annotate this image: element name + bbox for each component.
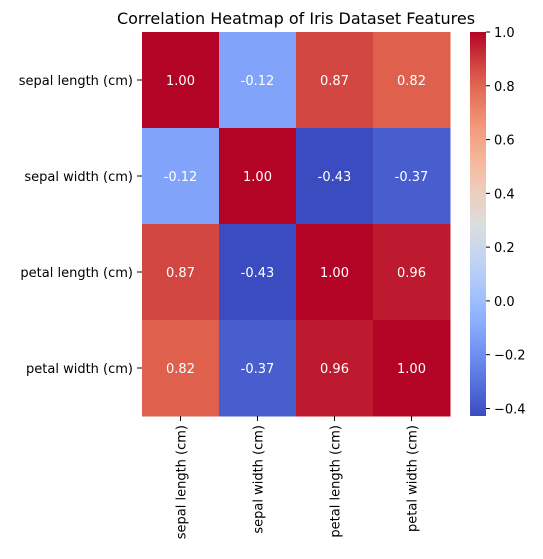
cell-value-label: 0.82: [166, 362, 195, 377]
colorbar-tick-label: 0.2: [494, 241, 515, 256]
chart-title: Correlation Heatmap of Iris Dataset Feat…: [117, 9, 475, 28]
heatmap-cells: 1.00 -0.12 0.87 0.82 -0.12 1.00 -0.43 -0.37 0.87…: [142, 32, 451, 417]
heatmap-cell: [142, 320, 220, 417]
colorbar: 1.0 0.8 0.6 0.4 0.2 0.0 −0.2 −0.4: [470, 26, 526, 417]
heatmap-cell: [219, 32, 297, 129]
cell-value-label: -0.12: [164, 170, 198, 185]
colorbar-tick-label: −0.4: [494, 402, 526, 417]
colorbar-tick-label: 1.0: [494, 26, 515, 41]
column-label: sepal width (cm): [252, 425, 267, 534]
cell-value-label: -0.37: [241, 362, 275, 377]
heatmap-cell: [373, 32, 451, 129]
heatmap-cell: [373, 320, 451, 417]
column-labels: sepal length (cm) sepal width (cm) petal l…: [175, 416, 421, 539]
heatmap-cell: [373, 128, 451, 225]
cell-value-label: 0.87: [320, 74, 349, 89]
row-label: petal length (cm): [20, 266, 133, 281]
colorbar-tick-label: 0.4: [494, 187, 515, 202]
cell-value-label: 1.00: [397, 362, 426, 377]
cell-value-label: -0.12: [241, 74, 275, 89]
row-label: petal width (cm): [26, 362, 133, 377]
column-label: petal length (cm): [329, 425, 344, 538]
heatmap-cell: [142, 224, 220, 321]
cell-value-label: -0.43: [241, 266, 275, 281]
cell-value-label: 1.00: [243, 170, 272, 185]
colorbar-tick-label: 0.8: [494, 80, 515, 95]
heatmap-cell: [296, 224, 374, 321]
heatmap-cell: [219, 128, 297, 225]
cell-value-label: -0.37: [395, 170, 429, 185]
cell-value-label: 0.87: [166, 266, 195, 281]
cell-value-label: 0.96: [397, 266, 426, 281]
row-labels: sepal length (cm) sepal width (cm) petal l…: [19, 74, 142, 377]
colorbar-scale: [470, 32, 486, 416]
column-label: sepal length (cm): [175, 425, 190, 539]
colorbar-tick-label: −0.2: [494, 349, 526, 364]
cell-value-label: 0.96: [320, 362, 349, 377]
heatmap-cell: [373, 224, 451, 321]
colorbar-tick-label: 0.6: [494, 134, 515, 149]
heatmap-cell: [296, 128, 374, 225]
cell-value-label: 0.82: [397, 74, 426, 89]
heatmap-cell: [219, 320, 297, 417]
heatmap-cell: [142, 32, 220, 129]
heatmap-cell: [296, 32, 374, 129]
heatmap-cell: [142, 128, 220, 225]
row-label: sepal length (cm): [19, 74, 133, 89]
colorbar-tick-label: 0.0: [494, 295, 515, 310]
cell-value-label: 1.00: [320, 266, 349, 281]
row-label: sepal width (cm): [24, 170, 133, 185]
cell-value-label: 1.00: [166, 74, 195, 89]
heatmap-cell: [219, 224, 297, 321]
heatmap-cell: [296, 320, 374, 417]
cell-value-label: -0.43: [318, 170, 352, 185]
column-label: petal width (cm): [406, 425, 421, 532]
